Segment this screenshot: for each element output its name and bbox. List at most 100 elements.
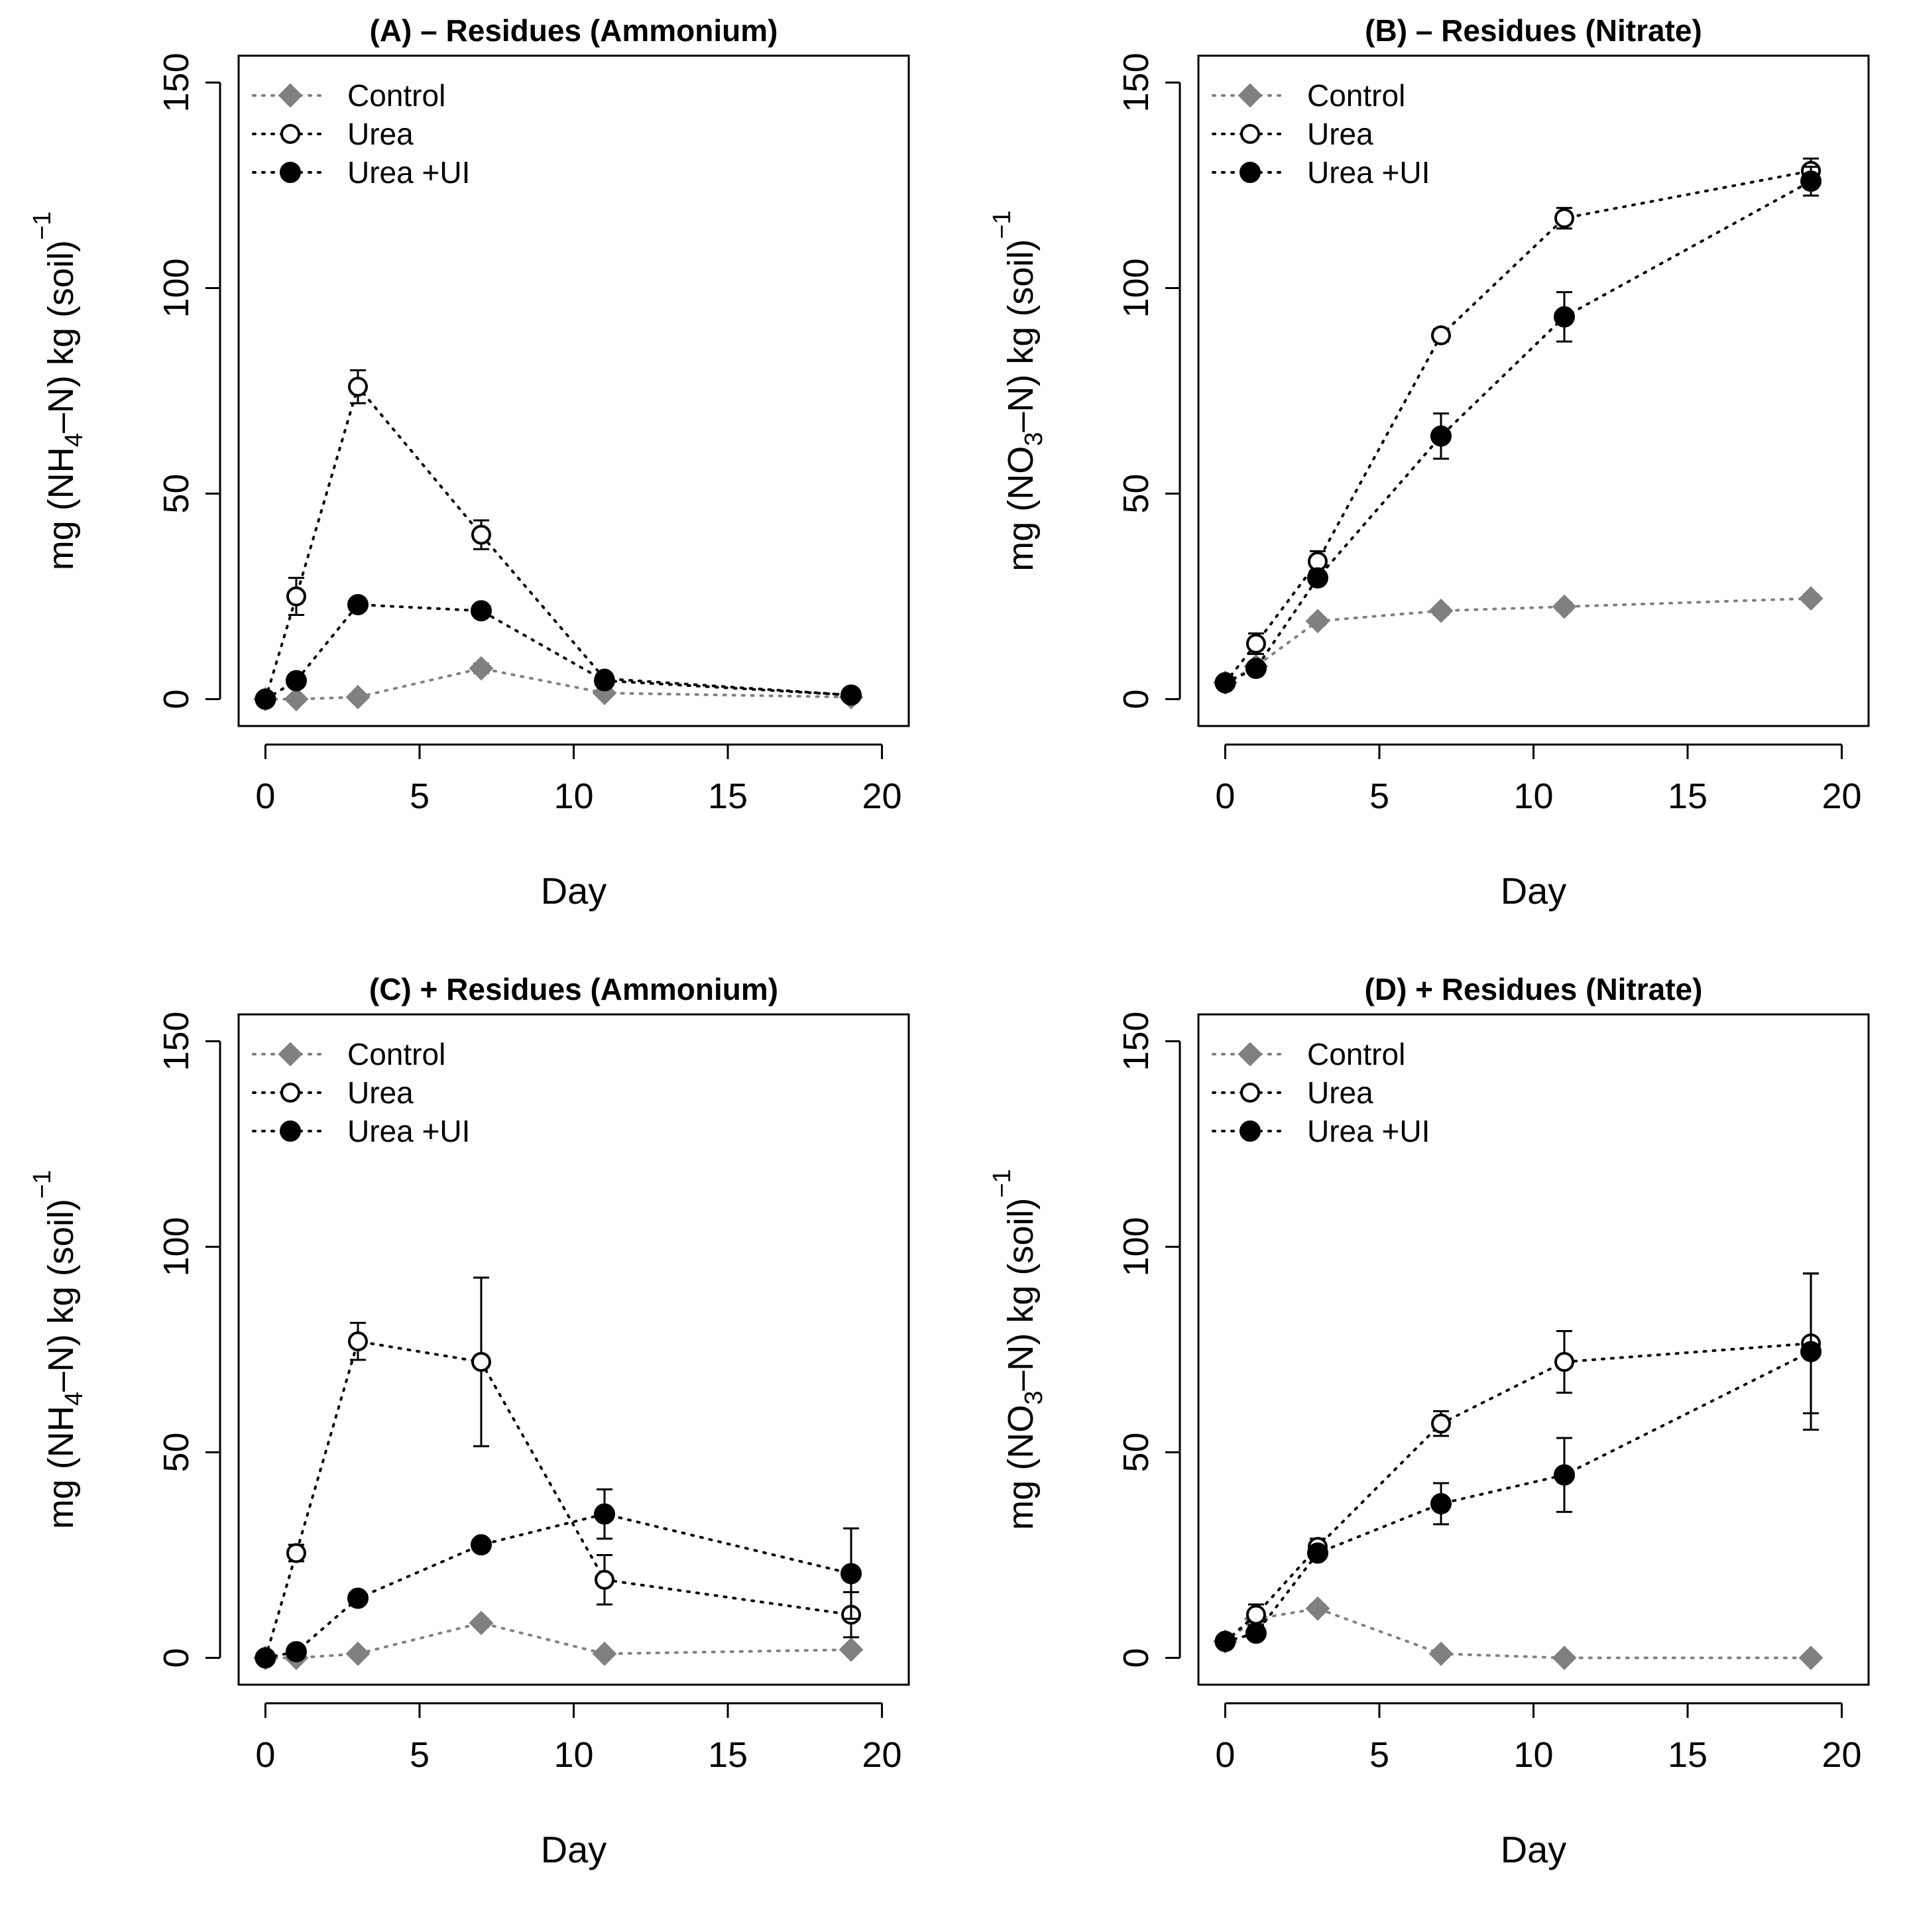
y-tick-label: 0: [156, 1648, 196, 1668]
y-label-part: mg (NH: [41, 447, 81, 570]
data-point: [594, 1503, 616, 1525]
y-tick-label: 50: [156, 1432, 196, 1472]
legend-label: Urea: [347, 1075, 414, 1110]
legend: Control Urea Urea +UI: [252, 78, 470, 190]
series-urea-ui: [255, 1488, 862, 1669]
x-tick-label: 0: [1215, 1735, 1235, 1775]
x-axis-label: Day: [541, 870, 607, 912]
chart-title: (C) + Residues (Ammonium): [369, 972, 778, 1006]
y-label-part: mg (NO: [1001, 1405, 1041, 1530]
y-tick-label: 50: [156, 473, 196, 513]
legend-label: Urea: [347, 117, 414, 151]
data-point: [1554, 208, 1575, 229]
chart-title: (B) – Residues (Nitrate): [1365, 13, 1702, 48]
series-line: [1224, 1350, 1813, 1643]
y-axis-label: mg (NH4–N) kg (soil)−1: [29, 211, 88, 571]
data-point: [1306, 567, 1328, 589]
data-point: [347, 377, 368, 397]
y-label-part: mg (NH: [41, 1406, 81, 1529]
x-tick-label: 20: [862, 1735, 902, 1775]
x-tick-label: 15: [708, 776, 748, 816]
series-urea-ui: [255, 593, 862, 710]
legend-label: Urea +UI: [1307, 155, 1430, 190]
legend-label: Control: [347, 1037, 445, 1071]
data-point: [1245, 1622, 1267, 1644]
data-point: [285, 670, 307, 692]
legend-marker: [1240, 1120, 1261, 1142]
series-line: [264, 384, 853, 701]
x-tick-label: 10: [1513, 776, 1553, 816]
x-tick-label: 15: [1668, 1735, 1707, 1775]
legend-label: Urea: [1307, 1075, 1373, 1110]
data-point: [469, 1610, 494, 1636]
x-tick-label: 20: [1822, 776, 1862, 816]
data-point: [1430, 425, 1452, 447]
data-point: [255, 1647, 276, 1669]
series-line: [264, 1339, 853, 1660]
data-point: [1554, 1352, 1575, 1372]
x-tick-label: 20: [862, 776, 902, 816]
data-point: [471, 1352, 491, 1372]
series-control: [1213, 1596, 1823, 1670]
plot-frame: [237, 54, 910, 727]
x-tick-label: 10: [553, 776, 593, 816]
data-point: [347, 1331, 368, 1352]
data-point: [1214, 672, 1236, 694]
legend-marker: [1240, 162, 1261, 183]
legend: Control Urea Urea +UI: [252, 1037, 470, 1148]
y-label-subscript: 4: [60, 1392, 88, 1406]
plot-frame: [1197, 54, 1870, 727]
data-point: [1430, 1414, 1451, 1434]
y-tick-label: 0: [1116, 690, 1156, 709]
data-point: [838, 1637, 864, 1662]
legend-marker: [280, 162, 301, 183]
legend-label: Control: [1307, 78, 1405, 113]
panel-a: (A) – Residues (Ammonium) 0 5 10 15 20 Day 0 50 1…: [29, 13, 910, 912]
series-urea: [1215, 1272, 1821, 1652]
legend-marker: [278, 1042, 303, 1067]
series-urea: [1215, 157, 1821, 693]
legend-marker: [1238, 83, 1263, 108]
series-control: [1213, 586, 1823, 695]
data-point: [285, 1641, 307, 1663]
x-axis-label: Day: [1501, 870, 1567, 912]
y-tick-label: 150: [1116, 1011, 1156, 1071]
data-point: [471, 524, 491, 545]
data-point: [1554, 306, 1576, 328]
series-urea-ui: [1214, 1272, 1822, 1652]
data-point: [594, 670, 616, 692]
y-tick-label: 100: [156, 1217, 196, 1276]
y-tick-label: 150: [1116, 52, 1156, 112]
x-tick-label: 5: [1369, 776, 1389, 816]
data-point: [345, 685, 371, 709]
series-urea: [255, 1276, 862, 1668]
data-point: [1245, 658, 1267, 680]
series-line: [264, 1512, 853, 1660]
y-label-subscript: 4: [60, 433, 88, 447]
data-point: [1552, 1646, 1577, 1670]
y-label-part: –N) kg (soil): [1001, 239, 1041, 432]
data-point: [1430, 1493, 1452, 1515]
y-tick-label: 50: [1116, 1432, 1156, 1472]
x-tick-label: 0: [255, 1735, 275, 1775]
data-point: [286, 586, 306, 607]
series-urea-ui: [1214, 166, 1822, 694]
y-label-part: –N) kg (soil): [41, 1199, 81, 1392]
x-tick-label: 10: [1513, 1735, 1553, 1775]
series-control: [253, 1610, 864, 1670]
data-point: [255, 688, 276, 710]
y-tick-label: 100: [1116, 1217, 1156, 1276]
y-axis-label: mg (NO3–N) kg (soil)−1: [988, 210, 1048, 572]
legend-label: Urea: [1307, 117, 1373, 151]
x-tick-label: 10: [553, 1735, 593, 1775]
x-tick-label: 0: [255, 776, 275, 816]
series-urea: [255, 369, 862, 709]
legend-label: Urea +UI: [1307, 1114, 1430, 1148]
y-tick-label: 100: [1116, 258, 1156, 318]
legend-marker: [278, 83, 303, 108]
data-point: [345, 1641, 371, 1666]
data-point: [347, 593, 369, 615]
data-point: [1552, 594, 1577, 619]
panel-d: (D) + Residues (Nitrate) 0 5 10 15 20 Day 0 50 10…: [988, 972, 1870, 1870]
legend-label: Urea +UI: [347, 155, 470, 190]
